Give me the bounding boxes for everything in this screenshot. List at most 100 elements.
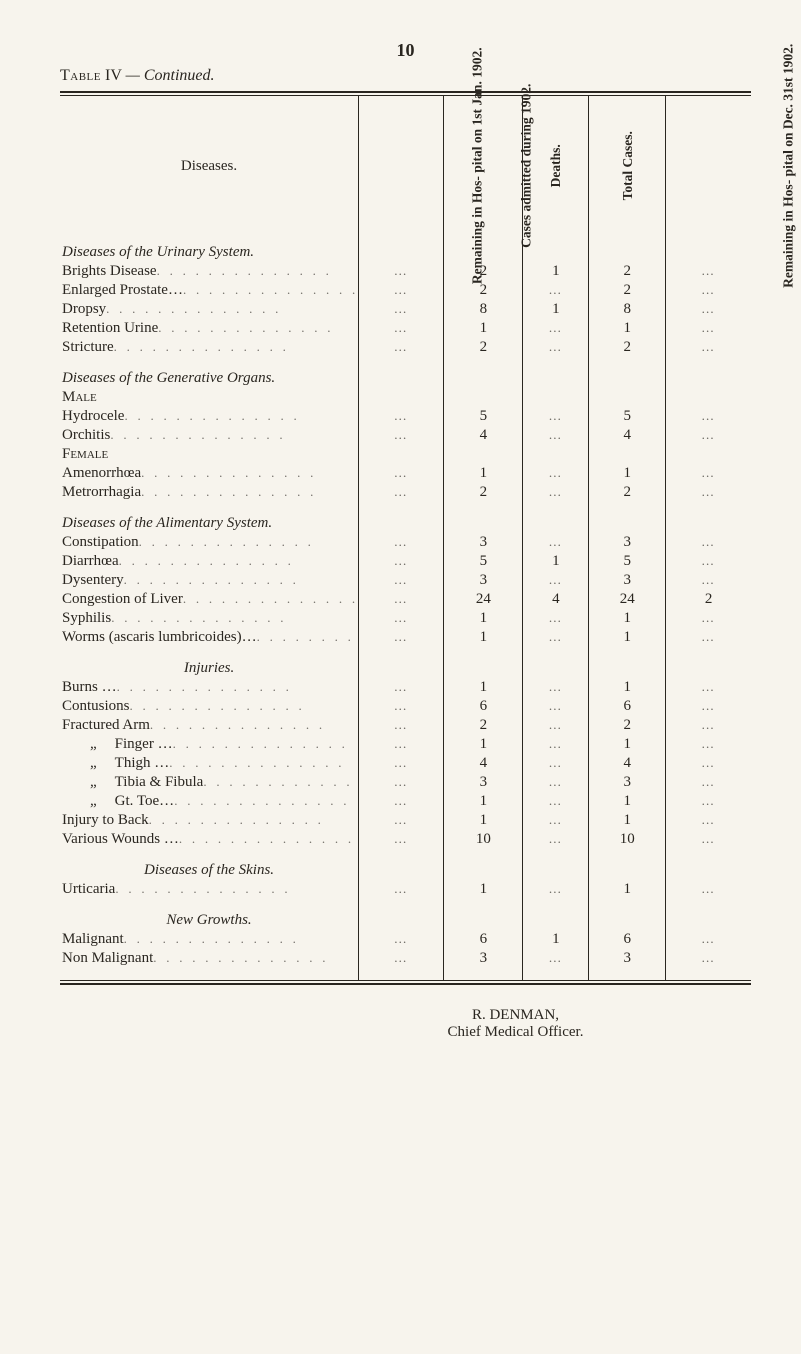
table-row: Fractured Arm…2…2… [60, 716, 751, 735]
section-heading: New Growths. [60, 911, 359, 930]
title-prefix: Table [60, 67, 101, 84]
row-label: Retention Urine [62, 320, 158, 337]
table-cell: 3 [444, 773, 523, 792]
table-cell: 2 [589, 716, 666, 735]
table-cell: 2 [444, 483, 523, 502]
table-cell: 4 [444, 426, 523, 445]
section-heading: Diseases of the Skins. [60, 861, 359, 880]
row-label-cell: „Finger … [60, 735, 359, 754]
table-cell: 1 [589, 628, 666, 647]
row-label: Metrorrhagia [62, 484, 141, 501]
col-remaining-dec: Remaining in Hos- pital on Dec. 31st 190… [666, 96, 751, 236]
table-cell: 2 [589, 262, 666, 281]
row-label-cell: Non Malignant [60, 949, 359, 968]
row-label: Syphilis [62, 610, 111, 627]
table-row: Urticaria…1…1… [60, 880, 751, 899]
table-cell: 1 [523, 300, 589, 319]
col-remaining-jan: Remaining in Hos- pital on 1st Jan. 1902… [359, 96, 444, 236]
table-cell: … [666, 609, 751, 628]
header-row: Diseases. Remaining in Hos- pital on 1st… [60, 96, 751, 236]
table-cell: 6 [589, 697, 666, 716]
table-row: Congestion of Liver…244242 [60, 590, 751, 609]
row-label: Various Wounds … [62, 831, 179, 848]
table-cell: … [359, 880, 444, 899]
row-label-cell: „Thigh … [60, 754, 359, 773]
row-label-cell: „Gt. Toe… [60, 792, 359, 811]
row-label: Congestion of Liver [62, 591, 183, 608]
table-cell: … [666, 628, 751, 647]
page-number: 10 [60, 40, 751, 61]
section-heading-row: Female [60, 445, 751, 464]
table-cell: … [523, 281, 589, 300]
row-label: Diarrhœa [62, 553, 119, 570]
row-label-cell: Burns … [60, 678, 359, 697]
row-label: Tibia & Fibula [115, 774, 204, 791]
row-label: Constipation [62, 534, 139, 551]
table-cell: … [359, 281, 444, 300]
row-label-cell: Various Wounds … [60, 830, 359, 849]
top-rule [60, 91, 751, 93]
table-cell: 1 [444, 735, 523, 754]
section-heading-row: Diseases of the Skins. [60, 861, 751, 880]
table-cell: 24 [444, 590, 523, 609]
table-row: Orchitis…4…4… [60, 426, 751, 445]
row-label: Dysentery [62, 572, 124, 589]
table-cell: 1 [589, 880, 666, 899]
table-cell: … [359, 609, 444, 628]
row-label-cell: Injury to Back [60, 811, 359, 830]
table-cell: 1 [444, 811, 523, 830]
table-cell: 3 [589, 533, 666, 552]
table-cell: 10 [444, 830, 523, 849]
table-cell: … [666, 880, 751, 899]
table-cell: … [523, 949, 589, 968]
table-cell: … [666, 773, 751, 792]
table-row: „Finger ……1…1… [60, 735, 751, 754]
table-cell: 1 [589, 735, 666, 754]
signature-name: R. DENMAN, [280, 1007, 751, 1024]
row-label: Contusions [62, 698, 130, 715]
row-label: Thigh … [115, 755, 170, 772]
table-cell: … [666, 811, 751, 830]
table-cell: 4 [523, 590, 589, 609]
row-label-cell: Contusions [60, 697, 359, 716]
table-row: Hydrocele…5…5… [60, 407, 751, 426]
table-row: Contusions…6…6… [60, 697, 751, 716]
section-heading-row: Diseases of the Urinary System. [60, 243, 751, 262]
table-cell: 1 [523, 552, 589, 571]
table-cell: … [523, 678, 589, 697]
table-row: Metrorrhagia…2…2… [60, 483, 751, 502]
row-label: Finger … [115, 736, 173, 753]
row-label: Burns … [62, 679, 117, 696]
table-cell: … [666, 792, 751, 811]
row-label: Malignant [62, 931, 124, 948]
table-cell: … [359, 338, 444, 357]
table-cell: … [666, 697, 751, 716]
row-label: Stricture [62, 339, 114, 356]
section-heading-row: Male [60, 388, 751, 407]
row-label: Hydrocele [62, 408, 124, 425]
col-cases-admitted: Cases admitted during 1902. [444, 96, 523, 236]
table-cell: 3 [444, 949, 523, 968]
table-cell: 1 [444, 609, 523, 628]
table-cell: 1 [444, 464, 523, 483]
table-cell: … [523, 811, 589, 830]
table-cell: 5 [589, 552, 666, 571]
table-cell: … [359, 735, 444, 754]
row-label: Brights Disease [62, 263, 157, 280]
table-cell: … [666, 930, 751, 949]
table-cell: … [666, 830, 751, 849]
section-heading-row: Diseases of the Alimentary System. [60, 514, 751, 533]
table-cell: 4 [589, 754, 666, 773]
table-cell: 2 [444, 338, 523, 357]
row-label-cell: Dropsy [60, 300, 359, 319]
row-label-cell: Stricture [60, 338, 359, 357]
table-cell: 24 [589, 590, 666, 609]
table-cell: … [523, 571, 589, 590]
table-cell: 6 [589, 930, 666, 949]
table-cell: … [523, 716, 589, 735]
table-cell: 1 [589, 464, 666, 483]
table-cell: 5 [444, 552, 523, 571]
table-row: Amenorrhœa…1…1… [60, 464, 751, 483]
table-cell: 1 [589, 811, 666, 830]
data-table: Diseases. Remaining in Hos- pital on 1st… [60, 96, 751, 980]
